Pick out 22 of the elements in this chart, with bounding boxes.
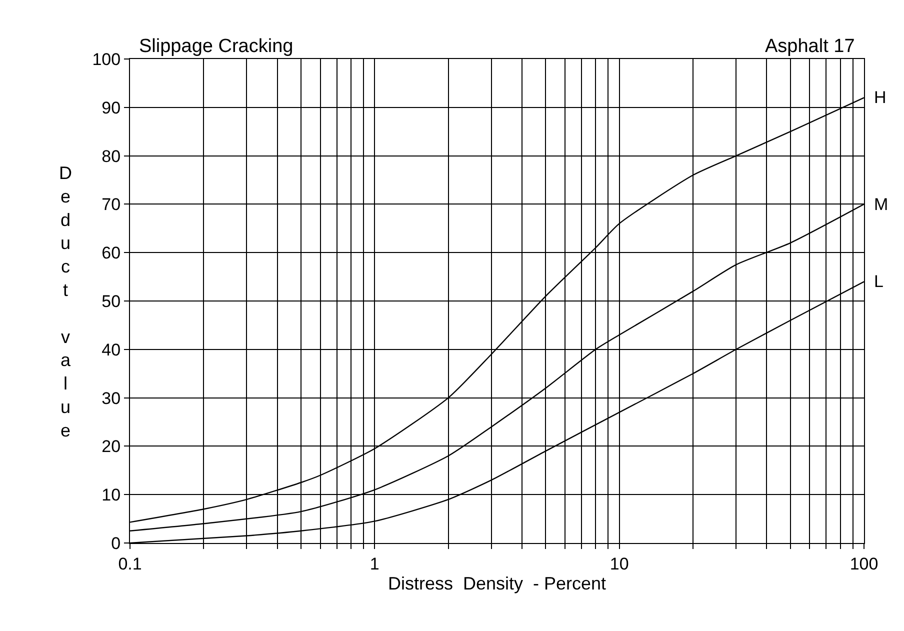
x-tick-label: 1 — [370, 554, 380, 574]
text: Asphalt 17 — [765, 36, 855, 57]
y-tick-label: 0 — [111, 534, 121, 553]
y-tick-label: 90 — [102, 98, 121, 118]
y-tick-label: 100 — [92, 50, 121, 69]
x-tick-label: 0.1 — [118, 554, 142, 574]
y-tick-label: 60 — [102, 244, 121, 263]
series-label: M — [874, 195, 888, 214]
y-tick-label: 40 — [102, 340, 121, 360]
x-axis-title: Distress Density - Percent — [388, 574, 606, 594]
y-tick-label: 50 — [102, 292, 121, 311]
series-label: H — [874, 88, 886, 107]
text: Deduct value — [59, 163, 72, 440]
y-tick-label: 20 — [102, 437, 121, 456]
x-tick-label: 10 — [610, 554, 629, 574]
y-tick-label: 30 — [102, 388, 121, 408]
y-tick-label: 80 — [102, 146, 121, 166]
series-label: L — [874, 272, 884, 291]
y-tick-label: 70 — [102, 195, 121, 214]
x-tick-label: 100 — [850, 554, 878, 574]
chart-title: Slippage Cracking — [139, 36, 294, 57]
y-tick-label: 10 — [102, 486, 121, 505]
